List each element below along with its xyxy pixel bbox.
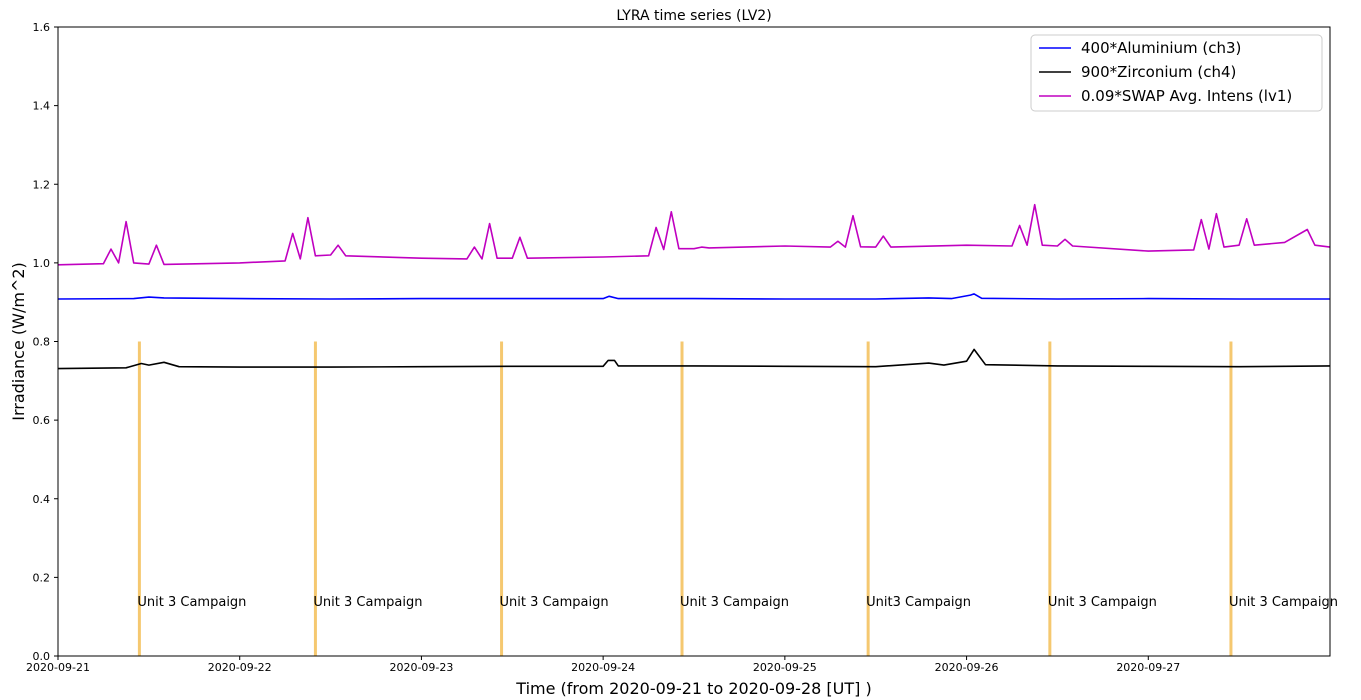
axes-frame — [57, 26, 1331, 657]
legend-box — [1030, 34, 1323, 112]
y-axis-label: Irradiance (W/m^2) — [9, 262, 28, 421]
campaign-label: Unit 3 Campaign — [680, 595, 789, 610]
legend: 400*Aluminium (ch3) 900*Zirconium (ch4) 0.… — [1030, 34, 1323, 112]
series-line — [57, 348, 1331, 370]
x-tick-label: 2020-09-27 — [1116, 661, 1180, 674]
y-tick-label: 1.4 — [33, 100, 51, 113]
campaign-label: Unit 3 Campaign — [1229, 595, 1338, 610]
y-tick-label: 1.2 — [33, 178, 51, 191]
y-tick-label: 0.6 — [33, 414, 51, 427]
x-tick-label: 2020-09-26 — [935, 661, 999, 674]
plot-area: Unit 3 Campaign Unit 3 Campaign Unit 3 Cam… — [57, 203, 1338, 656]
y-tick-label: 0.0 — [33, 650, 51, 663]
legend-entry: 0.09*SWAP Avg. Intens (lv1) — [1081, 87, 1292, 105]
x-tick-label: 2020-09-22 — [208, 661, 272, 674]
chart-title: LYRA time series (LV2) — [616, 8, 771, 24]
campaign-label: Unit 3 Campaign — [500, 595, 609, 610]
x-axis-label: Time (from 2020-09-21 to 2020-09-28 [UT]… — [515, 679, 871, 698]
x-tick-label: 2020-09-24 — [571, 661, 635, 674]
y-tick-label: 0.4 — [33, 493, 51, 506]
y-tick-label: 1.6 — [33, 21, 51, 34]
legend-entry: 400*Aluminium (ch3) — [1081, 39, 1241, 57]
y-tick-label: 0.2 — [33, 571, 51, 584]
campaign-label: Unit 3 Campaign — [137, 595, 246, 610]
y-axis-ticks: 0.0 0.2 0.4 0.6 0.8 1.0 1.2 1.4 1.6 — [33, 21, 58, 663]
y-tick-label: 1.0 — [33, 257, 51, 270]
x-axis-ticks: 2020-09-21 2020-09-22 2020-09-23 2020-09-24… — [26, 656, 1180, 674]
series-line — [57, 203, 1331, 266]
y-tick-label: 0.8 — [33, 336, 51, 349]
x-tick-label: 2020-09-23 — [389, 661, 453, 674]
series-line — [57, 293, 1330, 300]
x-tick-label: 2020-09-21 — [26, 661, 90, 674]
x-tick-label: 2020-09-25 — [753, 661, 817, 674]
legend-entry: 900*Zirconium (ch4) — [1081, 63, 1236, 81]
campaign-label: Unit3 Campaign — [866, 595, 971, 610]
campaign-label: Unit 3 Campaign — [313, 595, 422, 610]
campaign-label: Unit 3 Campaign — [1048, 595, 1157, 610]
